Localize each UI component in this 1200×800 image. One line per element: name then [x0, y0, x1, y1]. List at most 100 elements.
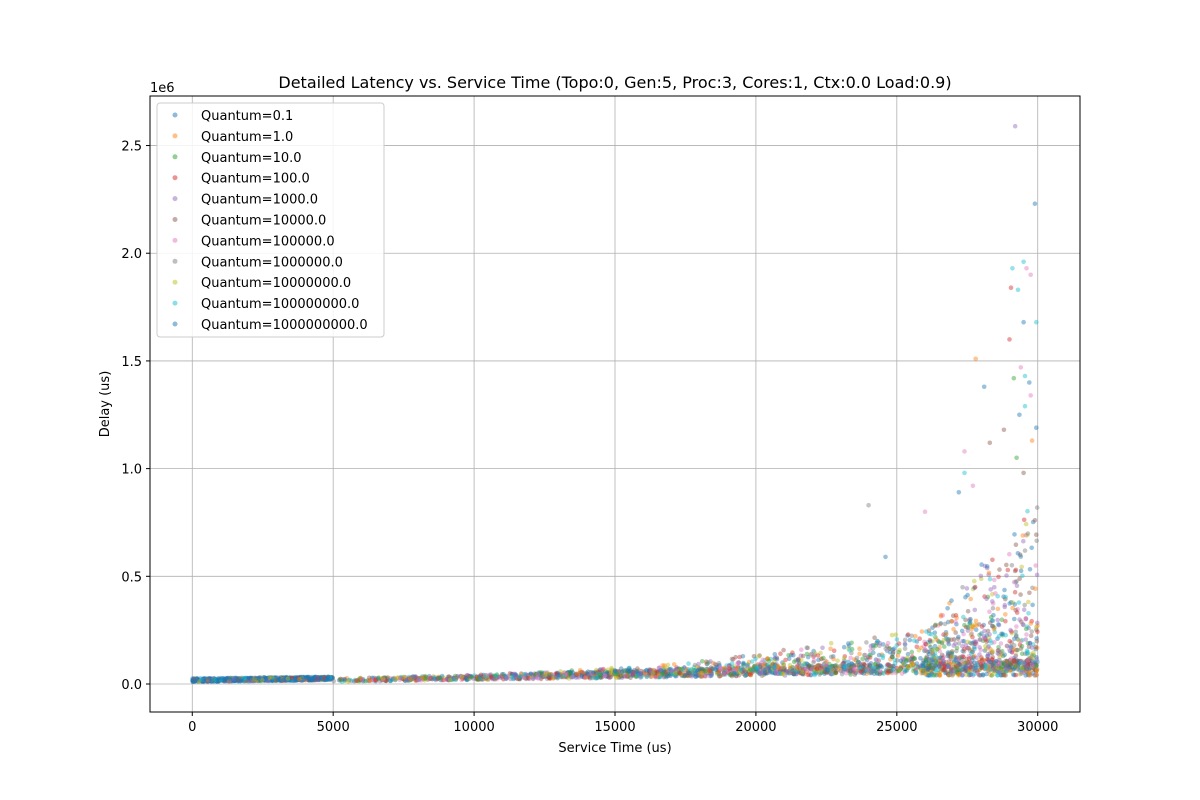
- scatter-point: [205, 679, 210, 684]
- scatter-point: [970, 483, 976, 489]
- scatter-point: [262, 677, 268, 683]
- scatter-point: [868, 669, 874, 674]
- scatter-point: [676, 669, 682, 675]
- scatter-point: [856, 663, 862, 669]
- scatter-point: [220, 677, 226, 683]
- data-points: [190, 123, 1040, 684]
- scatter-point: [265, 676, 270, 682]
- scatter-point: [830, 663, 835, 669]
- scatter-point: [680, 668, 686, 673]
- scatter-point: [773, 670, 779, 675]
- scatter-point: [215, 678, 221, 684]
- scatter-point: [283, 676, 288, 681]
- scatter-point: [247, 677, 253, 683]
- legend-entry-label: Quantum=100000.0: [201, 234, 335, 249]
- scatter-point: [245, 676, 251, 681]
- scatter-point: [844, 670, 849, 676]
- scatter-point: [311, 677, 317, 683]
- scatter-point: [746, 669, 751, 674]
- scatter-point: [1031, 666, 1037, 671]
- scatter-point: [211, 675, 217, 681]
- scatter-point: [319, 677, 324, 682]
- scatter-point: [966, 646, 971, 651]
- scatter-point: [716, 660, 722, 666]
- scatter-point: [323, 676, 329, 681]
- scatter-point: [402, 678, 408, 683]
- scatter-point: [207, 676, 212, 682]
- scatter-point: [326, 674, 331, 680]
- scatter-point: [686, 661, 691, 666]
- scatter-point: [778, 667, 783, 673]
- scatter-point: [248, 677, 254, 683]
- scatter-point: [619, 675, 625, 680]
- scatter-point: [327, 675, 333, 680]
- scatter-point: [192, 678, 198, 684]
- scatter-point: [950, 613, 956, 618]
- scatter-point: [863, 667, 869, 673]
- scatter-point: [428, 676, 433, 682]
- scatter-point: [886, 663, 892, 668]
- scatter-point: [298, 677, 303, 683]
- scatter-point: [1002, 587, 1007, 593]
- scatter-point: [225, 675, 230, 681]
- scatter-point: [669, 668, 674, 673]
- scatter-point: [1021, 659, 1026, 664]
- scatter-point: [195, 676, 200, 682]
- scatter-point: [222, 678, 227, 684]
- scatter-point: [199, 679, 204, 684]
- scatter-point: [888, 668, 894, 674]
- scatter-point: [299, 675, 305, 681]
- scatter-point: [854, 655, 860, 661]
- scatter-point: [243, 678, 249, 683]
- scatter-point: [282, 677, 288, 682]
- scatter-point: [597, 672, 603, 678]
- scatter-point: [989, 618, 994, 623]
- scatter-point: [297, 677, 302, 683]
- scatter-point: [225, 677, 231, 682]
- scatter-point: [269, 675, 275, 681]
- scatter-point: [291, 676, 297, 682]
- scatter-point: [310, 676, 315, 681]
- scatter-point: [985, 664, 991, 669]
- scatter-point: [612, 672, 617, 677]
- scatter-point: [781, 661, 786, 666]
- scatter-point: [221, 678, 227, 684]
- scatter-point: [271, 675, 277, 681]
- scatter-point: [979, 631, 984, 636]
- scatter-point: [231, 676, 236, 682]
- scatter-point: [330, 675, 335, 680]
- scatter-point: [461, 675, 467, 680]
- scatter-point: [265, 675, 271, 681]
- scatter-point: [225, 677, 230, 683]
- scatter-point: [208, 677, 214, 683]
- scatter-point: [243, 676, 248, 681]
- scatter-point: [968, 672, 973, 677]
- scatter-point: [217, 678, 222, 684]
- scatter-point: [965, 639, 970, 645]
- scatter-point: [979, 655, 984, 660]
- scatter-point: [193, 678, 199, 683]
- scatter-point: [224, 678, 230, 684]
- scatter-point: [230, 676, 235, 682]
- scatter-point: [273, 678, 279, 683]
- scatter-point: [328, 675, 333, 681]
- scatter-point: [283, 678, 289, 683]
- scatter-point: [267, 678, 273, 683]
- scatter-point: [847, 647, 852, 653]
- scatter-point: [688, 671, 694, 676]
- scatter-point: [384, 675, 389, 681]
- scatter-point: [296, 677, 301, 683]
- scatter-point: [324, 676, 329, 682]
- scatter-point: [574, 671, 579, 676]
- scatter-point: [243, 678, 248, 683]
- scatter-point: [324, 677, 330, 682]
- scatter-point: [796, 666, 801, 672]
- scatter-point: [478, 672, 484, 678]
- scatter-point: [324, 677, 330, 682]
- scatter-point: [410, 674, 416, 680]
- scatter-point: [531, 673, 536, 679]
- scatter-point: [325, 675, 331, 680]
- scatter-point: [777, 670, 783, 676]
- scatter-point: [257, 678, 262, 683]
- scatter-point: [540, 674, 546, 679]
